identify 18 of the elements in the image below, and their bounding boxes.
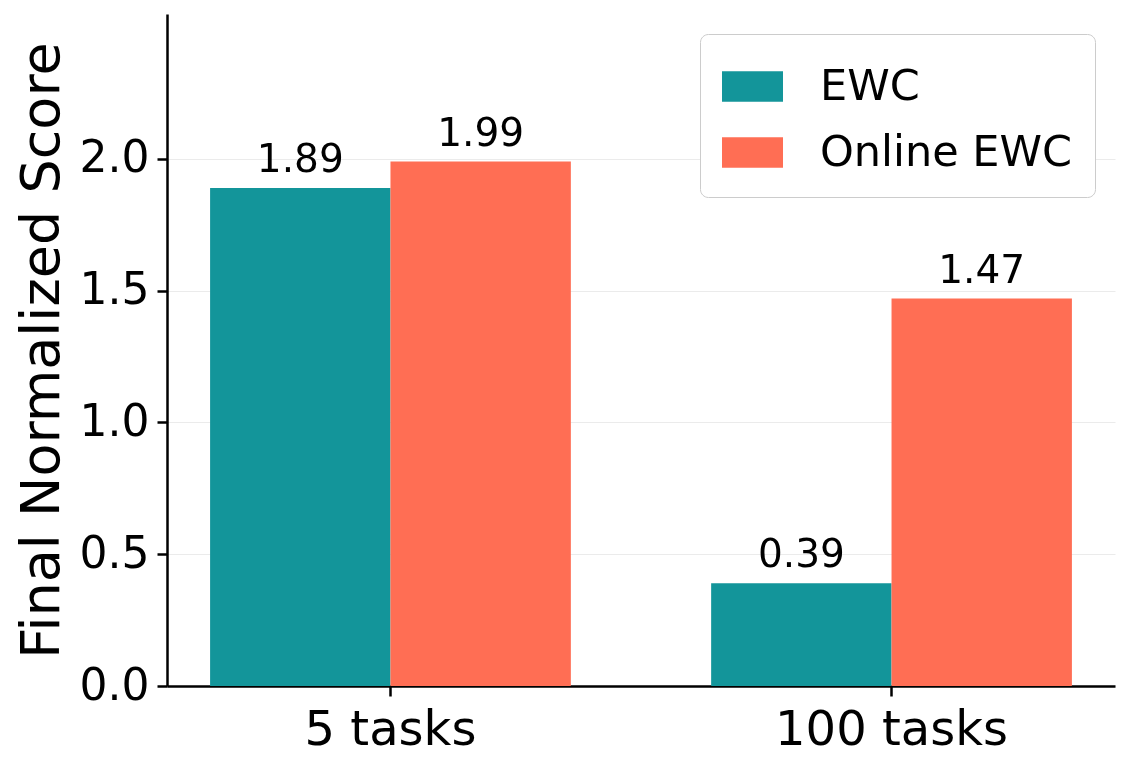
legend-label: Online EWC — [820, 125, 1073, 176]
data-label: 0.39 — [757, 531, 845, 577]
y-tick-label: 1.0 — [79, 394, 150, 446]
y-tick-label: 2.0 — [79, 131, 150, 183]
bar — [210, 187, 391, 686]
y-tick-label: 0.5 — [79, 526, 150, 578]
legend-label: EWC — [820, 59, 920, 110]
data-label: 1.89 — [256, 135, 344, 181]
x-tick-label: 5 tasks — [304, 699, 477, 756]
y-tick-label: 0.0 — [79, 658, 150, 710]
bar — [711, 583, 892, 686]
data-label: 1.47 — [938, 246, 1026, 292]
data-label: 1.99 — [437, 109, 525, 155]
y-tick-label: 1.5 — [79, 263, 150, 315]
y-axis-title: Final Normalized Score — [8, 42, 72, 659]
x-tick-label: 100 tasks — [775, 699, 1008, 756]
bar — [891, 298, 1072, 686]
bar — [390, 161, 571, 686]
